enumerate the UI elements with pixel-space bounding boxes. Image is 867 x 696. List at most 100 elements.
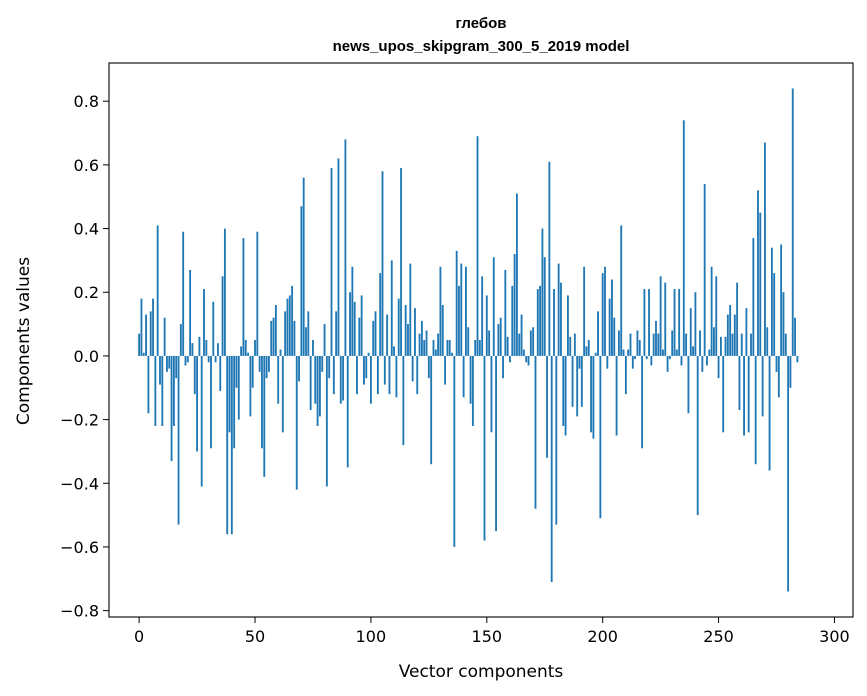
bar-131 [441, 304, 444, 356]
bar-126 [430, 355, 433, 465]
bar-52 [258, 355, 261, 372]
x-tick-label-200: 200 [587, 627, 618, 646]
bar-202 [606, 355, 609, 369]
bar-73 [307, 311, 310, 356]
bar-199 [599, 355, 602, 519]
bar-15 [172, 355, 175, 426]
bar-188 [573, 333, 576, 356]
bar-116 [407, 324, 409, 356]
bar-210 [624, 355, 627, 395]
bar-255 [729, 304, 732, 356]
bar-177 [548, 161, 551, 356]
y-tick-label-5: 0.2 [74, 283, 99, 302]
x-tick-label-300: 300 [819, 627, 850, 646]
bar-271 [766, 327, 769, 356]
bar-222 [652, 333, 655, 356]
bar-147 [478, 340, 481, 356]
bar-231 [673, 289, 676, 356]
bar-55 [265, 355, 268, 379]
bar-23 [191, 343, 194, 356]
y-axis-ticks: −0.8 −0.6 −0.4 −0.2 0.0 0.2 0.4 0.6 0.8 [60, 92, 109, 621]
bar-203 [608, 298, 611, 356]
bar-218 [643, 289, 646, 356]
bar-174 [541, 228, 544, 356]
bar-221 [650, 355, 653, 366]
bar-217 [641, 355, 644, 449]
bar-207 [617, 330, 620, 356]
bar-83 [330, 168, 333, 356]
bar-249 [715, 276, 718, 356]
chart-title-line1: глебов [456, 15, 507, 32]
bar-239 [692, 346, 694, 356]
bar-114 [402, 355, 405, 446]
bar-192 [583, 266, 586, 356]
bar-130 [439, 266, 442, 356]
bar-69 [298, 355, 300, 382]
bar-90 [346, 355, 349, 468]
bar-133 [446, 340, 449, 356]
bar-251 [719, 336, 722, 356]
bar-270 [764, 142, 766, 356]
bar-84 [332, 355, 335, 395]
bar-154 [495, 355, 497, 532]
bar-138 [458, 285, 460, 356]
bar-95 [358, 317, 361, 356]
bar-79 [321, 355, 324, 372]
bar-5 [149, 311, 152, 356]
bar-14 [170, 355, 173, 461]
bar-17 [177, 355, 180, 525]
bar-153 [492, 257, 495, 356]
bar-254 [726, 314, 729, 356]
bar-261 [743, 355, 745, 436]
y-tick-label-3: −0.2 [60, 411, 99, 430]
bar-276 [777, 355, 780, 398]
bar-9 [159, 355, 161, 385]
chart-title-line2: news_upos_skipgram_300_5_2019 model [333, 38, 630, 55]
bar-163 [516, 193, 518, 356]
bar-78 [318, 355, 321, 417]
y-tick-label-2: −0.4 [60, 474, 99, 493]
bar-248 [713, 327, 715, 356]
bar-234 [680, 355, 683, 366]
bar-27 [200, 355, 203, 487]
bar-24 [193, 355, 196, 395]
bar-108 [388, 355, 391, 395]
bar-230 [671, 330, 674, 356]
x-tick-label-50: 50 [245, 627, 265, 646]
bar-258 [736, 282, 739, 356]
bar-30 [207, 355, 210, 363]
bar-212 [629, 333, 632, 356]
bar-256 [731, 333, 734, 356]
bar-109 [390, 260, 393, 356]
bar-215 [636, 330, 639, 356]
bar-32 [212, 301, 215, 356]
bar-44 [240, 346, 243, 356]
bar-200 [601, 273, 604, 356]
bar-75 [312, 340, 314, 356]
bar-281 [789, 355, 792, 388]
bar-35 [219, 355, 222, 391]
bar-28 [203, 289, 205, 356]
bar-201 [604, 266, 606, 356]
bar-283 [794, 317, 796, 356]
bar-66 [291, 285, 294, 356]
x-tick-label-100: 100 [356, 627, 387, 646]
bar-229 [668, 355, 671, 360]
bar-31 [210, 355, 212, 449]
bar-57 [270, 320, 273, 356]
bar-111 [395, 355, 398, 398]
bar-168 [527, 355, 530, 366]
bar-264 [750, 333, 752, 356]
bar-190 [578, 355, 581, 369]
bar-6 [152, 298, 154, 356]
bar-119 [414, 308, 416, 356]
bar-38 [226, 355, 229, 535]
bar-82 [328, 355, 331, 379]
bar-4 [147, 355, 150, 414]
bar-237 [687, 355, 690, 414]
bar-279 [784, 333, 787, 356]
x-tick-label-150: 150 [472, 627, 503, 646]
bar-195 [590, 355, 593, 433]
bar-136 [453, 355, 456, 547]
bar-122 [420, 320, 423, 356]
